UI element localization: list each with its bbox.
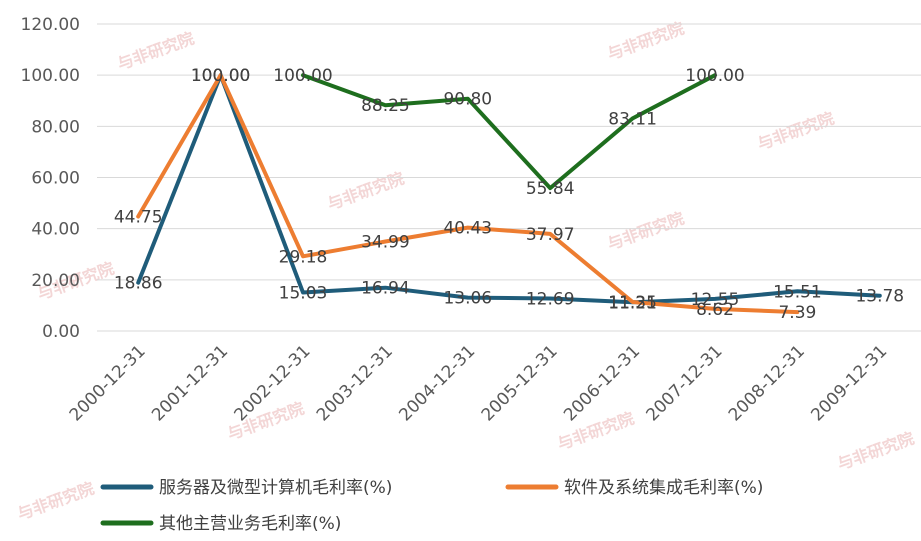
- x-tick-label: 2007-12-31: [643, 341, 727, 425]
- data-label: 44.75: [114, 208, 163, 228]
- data-label: 11.21: [608, 293, 657, 313]
- data-label: 15.03: [279, 284, 328, 304]
- legend-label: 服务器及微型计算机毛利率(%): [159, 478, 392, 498]
- x-tick-label: 2009-12-31: [807, 341, 891, 425]
- y-tick-label: 40.00: [31, 220, 80, 240]
- data-labels: 18.86 100.00 15.03 16.94 13.06 12.69 11.21 12.5…: [114, 66, 904, 323]
- data-label: 29.18: [279, 247, 328, 267]
- data-label: 11.35: [608, 293, 657, 313]
- x-tick-label: 2001-12-31: [148, 341, 232, 425]
- x-tick-label: 2005-12-31: [478, 341, 562, 425]
- y-axis-ticks: 0.00 20.00 40.00 60.00 80.00 100.00 120.00: [21, 15, 80, 342]
- watermark-text: 与非研究院: [115, 29, 197, 74]
- watermark-text: 与非研究院: [605, 209, 687, 254]
- data-label: 8.62: [696, 300, 734, 320]
- y-tick-label: 80.00: [31, 117, 80, 137]
- y-tick-label: 100.00: [21, 66, 80, 86]
- legend-label: 软件及系统集成毛利率(%): [564, 478, 763, 498]
- data-label: 100.00: [191, 66, 250, 86]
- x-axis-ticks: 2000-12-312001-12-312002-12-312003-12-31…: [66, 341, 892, 425]
- data-label: 12.55: [691, 290, 740, 310]
- data-label: 37.97: [526, 225, 575, 245]
- series-line-2: [136, 73, 800, 315]
- watermark-text: 与非研究院: [835, 429, 917, 474]
- series-lines: [136, 73, 882, 315]
- x-tick-label: 2003-12-31: [313, 341, 397, 425]
- data-label: 90.80: [443, 90, 492, 110]
- data-label: 88.25: [361, 96, 410, 116]
- data-label: 16.94: [361, 279, 410, 299]
- data-label: 12.69: [526, 290, 575, 310]
- data-label: 34.99: [361, 232, 410, 252]
- y-tick-label: 0.00: [42, 322, 80, 342]
- x-tick-label: 2000-12-31: [66, 341, 150, 425]
- y-tick-label: 120.00: [21, 15, 80, 35]
- watermark-text: 与非研究院: [15, 479, 97, 524]
- y-tick-label: 20.00: [31, 271, 80, 291]
- data-label: 55.84: [526, 179, 575, 199]
- legend: 服务器及微型计算机毛利率(%) 软件及系统集成毛利率(%) 其他主营业务毛利率(%): [100, 478, 763, 534]
- data-label: 100.00: [191, 66, 250, 86]
- watermark-text: 与非研究院: [325, 169, 407, 214]
- x-tick-label: 2008-12-31: [725, 341, 809, 425]
- data-label: 100.00: [685, 66, 744, 86]
- data-label: 100.00: [273, 66, 332, 86]
- data-label: 15.51: [773, 282, 822, 302]
- y-tick-label: 60.00: [31, 169, 80, 189]
- data-label: 18.86: [114, 274, 163, 294]
- data-label: 13.06: [443, 289, 492, 309]
- legend-label: 其他主营业务毛利率(%): [159, 514, 341, 534]
- watermark-text: 与非研究院: [755, 109, 837, 154]
- data-label: 83.11: [608, 109, 657, 129]
- x-tick-label: 2004-12-31: [395, 341, 479, 425]
- data-label: 7.39: [778, 303, 816, 323]
- data-label: 40.43: [443, 219, 492, 239]
- gridlines: [97, 23, 921, 332]
- series-line-1: [136, 73, 882, 305]
- data-label: 13.78: [855, 287, 904, 307]
- watermark-text: 与非研究院: [605, 19, 687, 64]
- series-line-3: [301, 73, 717, 191]
